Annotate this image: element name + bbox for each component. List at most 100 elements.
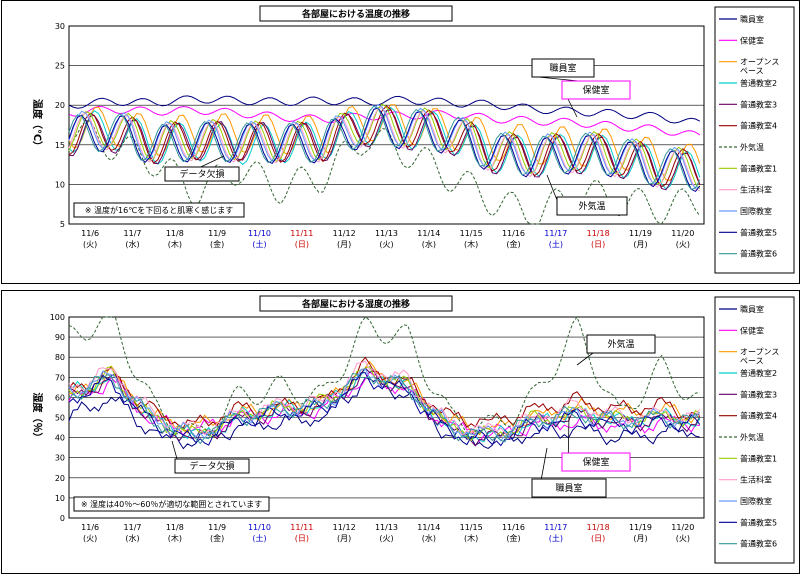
- y-tick-label: 20: [55, 101, 65, 110]
- x-tick-dow: (水): [125, 239, 139, 249]
- x-tick-date: 11/15: [460, 229, 483, 238]
- annotation-box: [73, 496, 270, 512]
- x-tick-date: 11/12: [333, 523, 356, 532]
- x-tick-dow: (金): [210, 239, 224, 249]
- x-tick-dow: (土): [549, 533, 563, 543]
- humidity-chart-panel: 0 10 20 30 40 50 60 70 80 90 100 11/6 (火) 11/7 (水) 11/8…: [1, 290, 800, 574]
- x-tick-dow: (木): [168, 533, 182, 543]
- x-tick-dow: (日): [591, 534, 605, 543]
- x-tick-date: 11/15: [460, 523, 483, 532]
- legend-label: 保健室: [740, 325, 764, 335]
- legend-label: 普通教室1: [740, 163, 777, 173]
- x-tick-dow: (日): [591, 240, 605, 249]
- x-tick-date: 11/19: [629, 523, 652, 532]
- x-tick-dow: (木): [168, 239, 182, 249]
- annotation-text: 職員室: [549, 62, 576, 74]
- annotation-text: 保健室: [582, 456, 609, 468]
- x-tick-dow: (木): [464, 533, 478, 543]
- series-line: [68, 107, 701, 193]
- annotation-text: 保健室: [582, 84, 609, 96]
- y-tick-label: 15: [55, 141, 65, 150]
- x-tick-dow: (土): [252, 239, 266, 249]
- legend-label: 国際教室: [740, 496, 772, 506]
- legend-label: 普通教室6: [740, 539, 777, 549]
- annotation-text: データ欠損: [179, 168, 224, 180]
- y-tick-label: 40: [55, 434, 65, 443]
- x-tick-dow: (土): [252, 533, 266, 543]
- x-tick-date: 11/6: [81, 523, 99, 532]
- annotation-text: 職員室: [555, 482, 582, 494]
- y-tick-label: 30: [55, 22, 65, 31]
- x-tick-dow: (月): [337, 240, 351, 249]
- x-tick-date: 11/8: [166, 229, 184, 238]
- series-line: [68, 356, 700, 429]
- annotation-text: 外気温: [607, 338, 634, 350]
- x-tick-date: 11/9: [208, 523, 226, 532]
- legend-label: 職員室: [740, 14, 764, 24]
- annotation-box: [164, 166, 240, 182]
- annotation-box: [586, 334, 656, 354]
- x-tick-date: 11/7: [124, 229, 142, 238]
- legend-label: 保健室: [740, 35, 764, 45]
- x-tick-dow: (火): [83, 240, 97, 249]
- x-tick-date: 11/8: [166, 523, 184, 532]
- x-tick-date: 11/19: [629, 229, 652, 238]
- x-tick-dow: (土): [549, 239, 563, 249]
- legend-label: 普通教室1: [740, 453, 777, 463]
- y-tick-label: 100: [50, 313, 65, 322]
- legend-label: 普通教室6: [740, 249, 777, 259]
- legend-label: オープンス: [740, 58, 779, 67]
- annotation-box: [556, 196, 628, 216]
- x-tick-dow: (木): [464, 239, 478, 249]
- legend-label: ペース: [740, 357, 764, 366]
- series-line: [68, 95, 701, 124]
- y-tick-label: 50: [55, 414, 65, 423]
- legend-label: 普通教室4: [740, 121, 777, 131]
- annotation-text: 外気温: [578, 200, 605, 212]
- legend-label: ペース: [740, 67, 764, 76]
- series-line: [68, 120, 701, 225]
- annotation-box: [73, 202, 245, 218]
- x-tick-dow: (火): [83, 534, 97, 543]
- x-tick-dow: (金): [506, 239, 520, 249]
- x-tick-dow: (水): [422, 533, 436, 543]
- x-tick-date: 11/9: [208, 229, 226, 238]
- legend-label: 普通教室2: [740, 368, 777, 378]
- x-tick-dow: (水): [125, 533, 139, 543]
- annotation-text: ※ 湿度は40％～60％が適切な範囲とされています: [81, 499, 262, 509]
- x-tick-dow: (月): [633, 534, 647, 543]
- x-tick-date: 11/18: [587, 523, 610, 532]
- series-line: [68, 372, 701, 445]
- series-line: [68, 104, 701, 190]
- x-tick-dow: (水): [422, 239, 436, 249]
- y-tick-label: 60: [55, 393, 65, 402]
- y-tick-label: 0: [60, 514, 65, 523]
- x-tick-dow: (金): [506, 533, 520, 543]
- x-tick-date: 11/20: [671, 523, 694, 532]
- x-tick-date: 11/11: [290, 523, 313, 532]
- series-line: [68, 360, 701, 437]
- x-tick-date: 11/18: [587, 229, 610, 238]
- x-tick-date: 11/14: [417, 523, 440, 532]
- x-tick-date: 11/10: [248, 229, 271, 238]
- annotation-text: データ欠損: [189, 460, 234, 472]
- x-tick-date: 11/12: [333, 229, 356, 238]
- annotation-box: [561, 80, 631, 100]
- legend-label: 外気温: [740, 142, 764, 152]
- temperature-chart-panel: 5 10 15 20 25 30 11/6 (火) 11/7 (水) 11/8 (木) 11/9 (金) 1…: [1, 0, 800, 284]
- x-tick-date: 11/11: [290, 229, 313, 238]
- x-tick-date: 11/14: [417, 229, 440, 238]
- y-tick-label: 25: [55, 62, 65, 71]
- series-line: [68, 315, 700, 435]
- legend-label: 普通教室3: [740, 389, 777, 399]
- y-tick-label: 5: [60, 220, 65, 229]
- x-tick-date: 11/10: [248, 523, 271, 532]
- legend-label: 職員室: [740, 304, 764, 314]
- chart-title: 各部屋における温度の推移: [301, 8, 410, 20]
- y-tick-label: 20: [55, 474, 65, 483]
- x-tick-dow: (火): [379, 240, 393, 249]
- annotation-box: [531, 478, 607, 498]
- series-line: [68, 105, 701, 191]
- x-tick-date: 11/17: [544, 523, 567, 532]
- legend-label: 生活科室: [740, 475, 772, 485]
